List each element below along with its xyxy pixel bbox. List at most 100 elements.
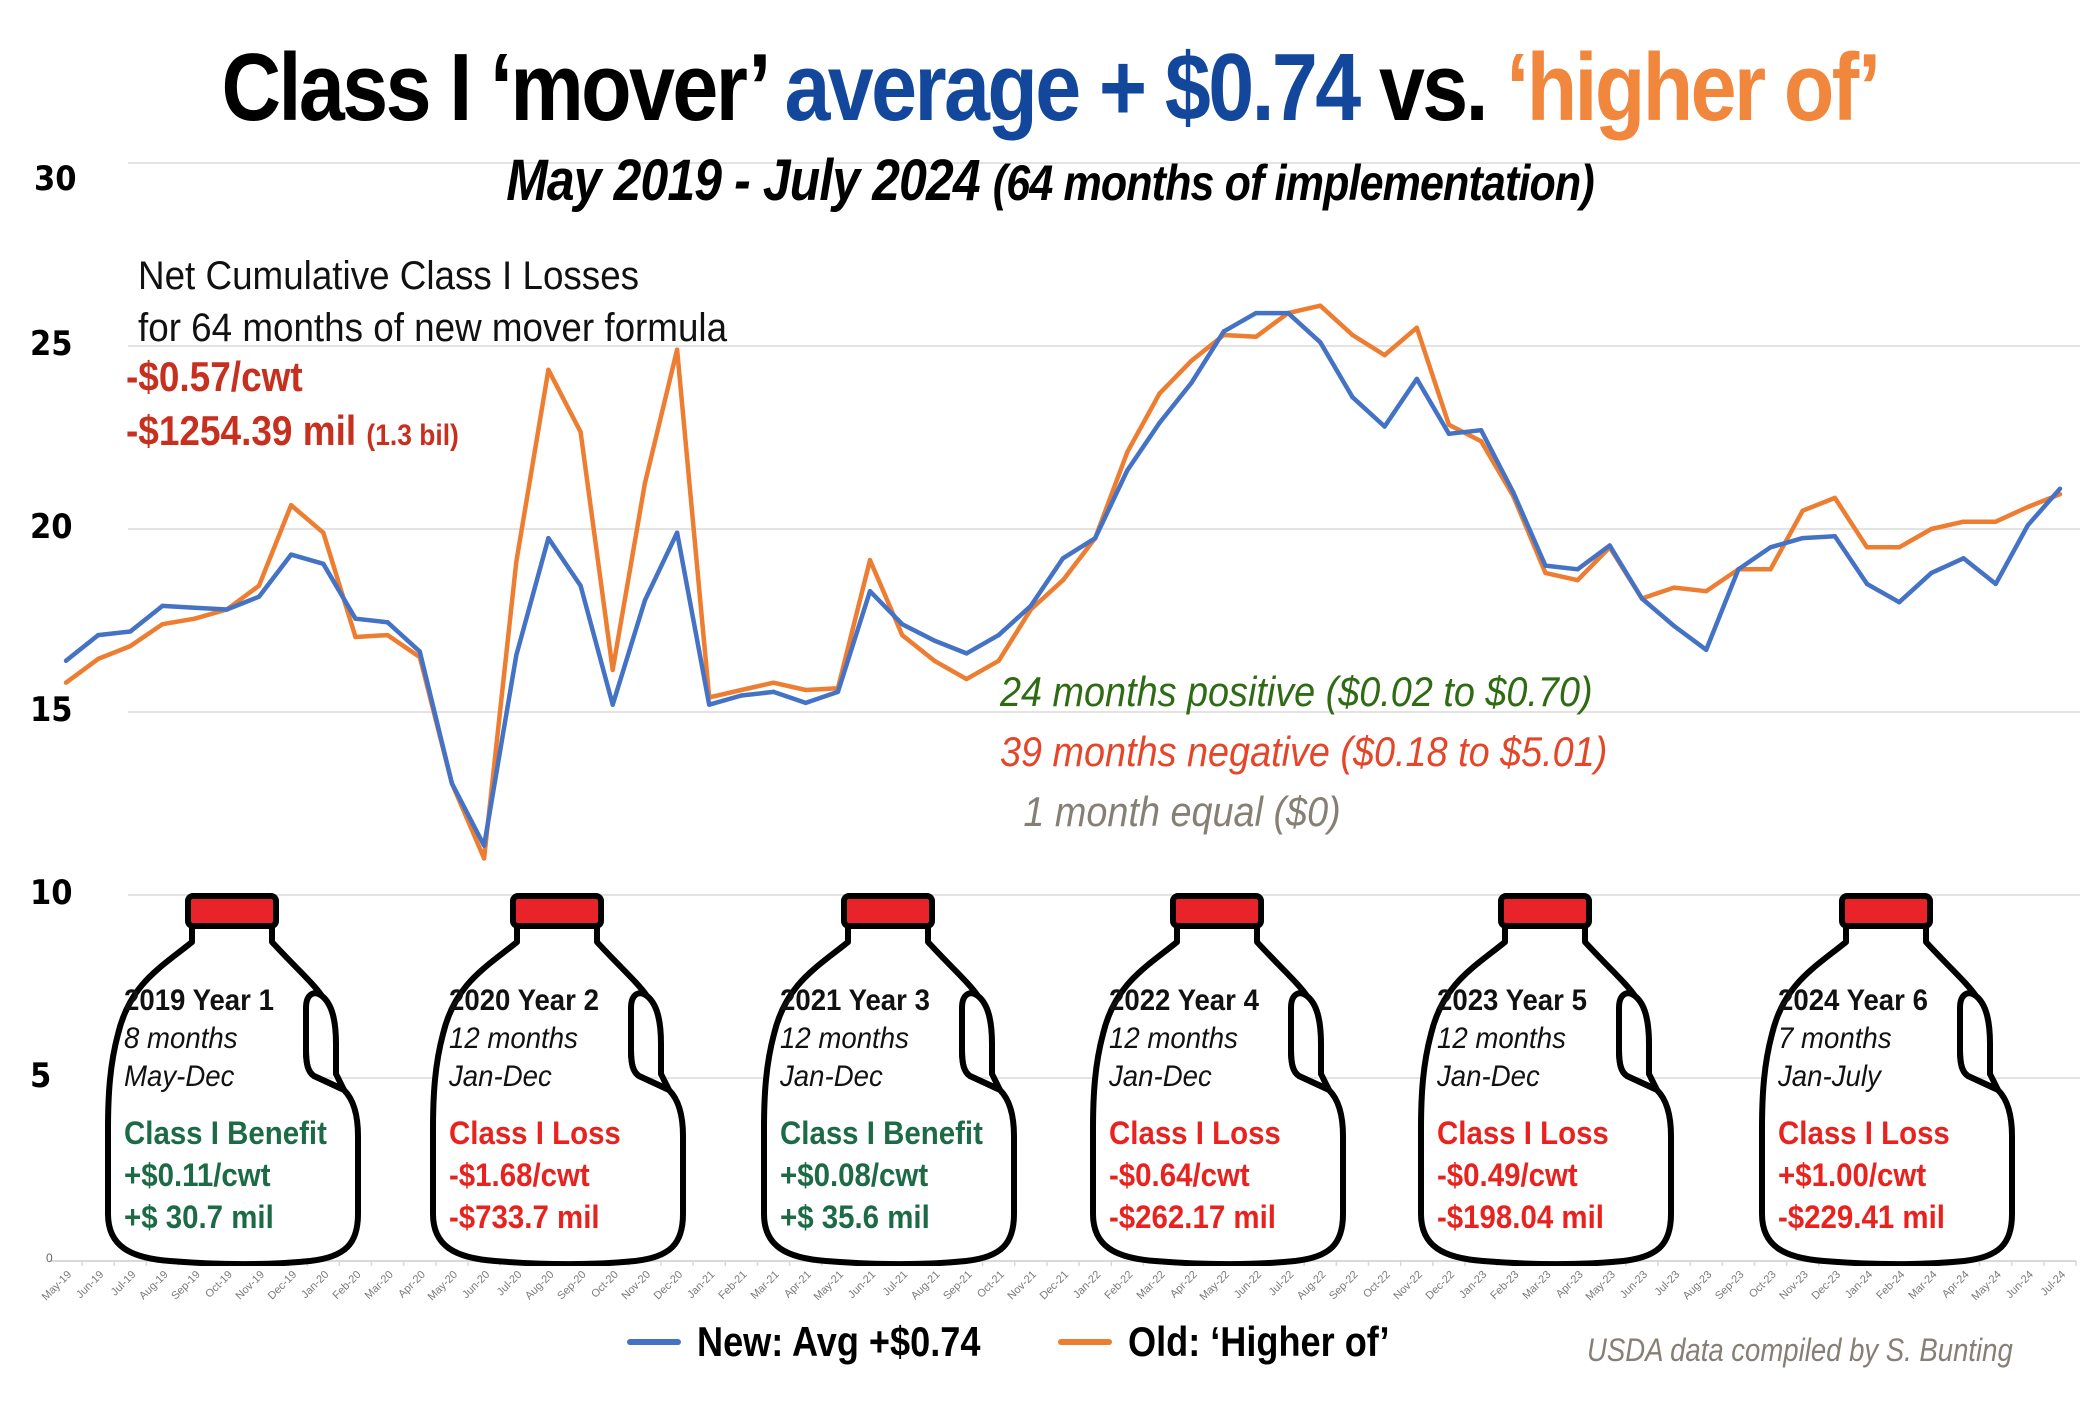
jug-result-label: Class I Benefit bbox=[780, 1115, 983, 1151]
x-tick-label: Jun-22 bbox=[1232, 1269, 1264, 1301]
jug-cap bbox=[1839, 893, 1933, 929]
x-tick-label: Jul-19 bbox=[109, 1269, 139, 1299]
jug-total-value: -$262.17 mil bbox=[1109, 1199, 1276, 1235]
data-point-new bbox=[707, 702, 712, 707]
subtitle-months: (64 months of implementation) bbox=[992, 155, 1595, 211]
x-tick-label: Jan-20 bbox=[299, 1269, 331, 1301]
subtitle-range: May 2019 - July 2024 bbox=[506, 148, 993, 213]
data-point-new bbox=[1929, 570, 1934, 576]
data-point-new bbox=[1543, 563, 1548, 568]
x-tick-label: Jun-24 bbox=[2004, 1269, 2036, 1301]
data-point-old bbox=[1896, 545, 1902, 550]
data-point-new bbox=[1350, 395, 1355, 400]
data-point-old bbox=[1253, 334, 1259, 340]
data-point-old bbox=[1060, 578, 1066, 583]
jug-cwt-value: -$0.49/cwt bbox=[1437, 1157, 1578, 1193]
x-tick-label: Feb-22 bbox=[1102, 1269, 1135, 1302]
jug-result-label: Class I Loss bbox=[1109, 1115, 1281, 1151]
data-point-old bbox=[95, 656, 101, 662]
net-loss-mil: -$1254.39 mil bbox=[126, 407, 357, 454]
x-tick-label: Sep-23 bbox=[1713, 1269, 1747, 1303]
x-tick-label: Oct-19 bbox=[203, 1269, 235, 1301]
x-tick-label: Mar-22 bbox=[1135, 1269, 1168, 1302]
data-point-old bbox=[192, 616, 197, 621]
data-point-old bbox=[739, 687, 744, 693]
chart-title: Class I ‘mover’ average + $0.74 vs. ‘hig… bbox=[147, 40, 1953, 136]
data-point-old bbox=[1704, 589, 1709, 594]
jug-result-label: Class I Loss bbox=[449, 1115, 621, 1151]
data-point-new bbox=[1060, 556, 1066, 561]
data-point-new bbox=[1446, 431, 1452, 437]
data-point-old bbox=[1961, 519, 1966, 524]
data-point-old bbox=[964, 676, 969, 682]
milk-jug-icon bbox=[1418, 893, 1674, 1266]
jug-months: 12 months bbox=[1109, 1022, 1238, 1055]
x-tick-label: Oct-21 bbox=[975, 1269, 1007, 1301]
jug-cap bbox=[510, 893, 604, 929]
data-point-new bbox=[1768, 545, 1773, 550]
net-loss-cwt: -$0.57/cwt bbox=[126, 353, 303, 400]
legend-item-old: Old: ‘Higher of’ bbox=[1058, 1318, 1432, 1366]
data-point-old bbox=[2025, 504, 2031, 510]
x-tick-label: Mar-20 bbox=[363, 1269, 396, 1302]
jug-2023: 2023 Year 5 12 months Jan-Dec Class I Lo… bbox=[1413, 884, 1675, 1266]
x-tick-label: Nov-22 bbox=[1391, 1269, 1425, 1303]
data-point-new bbox=[1253, 310, 1259, 316]
jug-text: 2022 Year 4 12 months Jan-Dec Class I Lo… bbox=[1109, 982, 1296, 1238]
net-loss-bil: (1.3 bil) bbox=[366, 419, 459, 452]
data-point-new bbox=[449, 781, 455, 786]
y-tick-label: 20 bbox=[30, 507, 73, 547]
net-losses-line1: Net Cumulative Class I Losses bbox=[138, 254, 640, 298]
jug-text: 2024 Year 6 7 months Jan-July Class I Lo… bbox=[1778, 982, 1965, 1238]
data-point-new bbox=[514, 653, 519, 658]
data-point-old bbox=[674, 347, 680, 352]
data-point-old bbox=[63, 680, 69, 685]
x-tick-label: Feb-23 bbox=[1488, 1269, 1521, 1302]
data-point-new bbox=[1800, 535, 1805, 541]
data-point-new bbox=[160, 603, 165, 609]
data-point-new bbox=[1092, 535, 1098, 541]
data-point-old bbox=[128, 643, 133, 649]
data-point-old bbox=[1414, 325, 1419, 330]
x-tick-label: Sep-22 bbox=[1327, 1269, 1361, 1303]
data-point-new bbox=[835, 689, 841, 695]
jug-year-title: 2022 Year 4 bbox=[1109, 984, 1259, 1017]
data-point-old bbox=[385, 632, 390, 638]
title-part-higher-of: ‘higher of’ bbox=[1506, 34, 1881, 141]
jug-text: 2021 Year 3 12 months Jan-Dec Class I Be… bbox=[780, 982, 1001, 1238]
data-point-new bbox=[674, 530, 680, 535]
month-summary: 24 months positive ($0.02 to $0.70) 39 m… bbox=[1000, 662, 1607, 842]
data-point-old bbox=[1800, 508, 1805, 513]
jug-months: 12 months bbox=[780, 1022, 909, 1055]
milk-jug-icon bbox=[430, 893, 686, 1266]
x-tick-label: Jul-22 bbox=[1267, 1269, 1297, 1299]
x-tick-label: May-22 bbox=[1198, 1269, 1232, 1303]
x-tick-label: Dec-19 bbox=[266, 1269, 300, 1303]
x-tick-label: Aug-22 bbox=[1295, 1269, 1329, 1303]
y-tick-label: 10 bbox=[30, 873, 73, 913]
data-point-old bbox=[1768, 567, 1773, 572]
data-point-old bbox=[610, 667, 615, 673]
jug-total-value: +$ 30.7 mil bbox=[124, 1199, 274, 1235]
jug-year-title: 2021 Year 3 bbox=[780, 984, 930, 1017]
data-point-new bbox=[1639, 596, 1645, 601]
jug-months: 8 months bbox=[124, 1022, 238, 1055]
data-point-new bbox=[1028, 603, 1034, 609]
data-point-old bbox=[481, 856, 487, 861]
x-tick-label: Sep-19 bbox=[169, 1269, 203, 1303]
data-point-old bbox=[803, 687, 808, 693]
jug-cwt-value: +$1.00/cwt bbox=[1778, 1157, 1927, 1193]
x-tick-label: Feb-20 bbox=[330, 1269, 363, 1302]
data-point-new bbox=[2025, 523, 2031, 528]
x-tick-label: Feb-21 bbox=[716, 1269, 749, 1302]
data-point-old bbox=[1929, 526, 1934, 532]
data-point-old bbox=[1382, 352, 1387, 358]
x-tick-label: Aug-19 bbox=[137, 1269, 171, 1303]
data-point-old bbox=[1189, 358, 1194, 363]
x-tick-label: May-19 bbox=[40, 1269, 74, 1303]
jug-text: 2019 Year 1 8 months May-Dec Class I Ben… bbox=[124, 982, 345, 1238]
title-part-average: average + $0.74 bbox=[784, 34, 1361, 141]
data-point-new bbox=[95, 632, 101, 638]
jug-cwt-value: +$0.11/cwt bbox=[124, 1157, 271, 1193]
